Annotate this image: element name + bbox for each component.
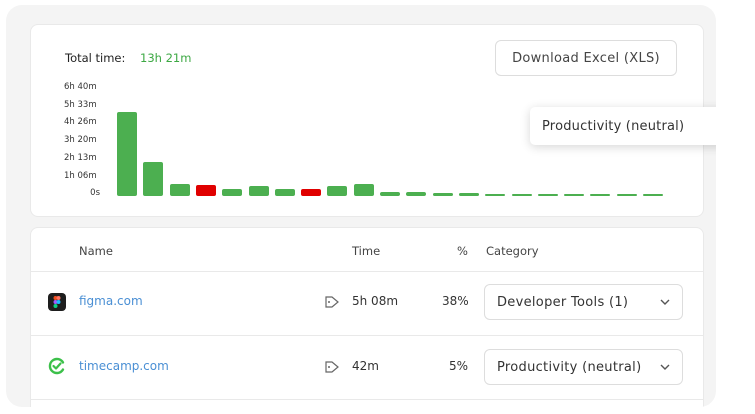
- download-excel-button[interactable]: Download Excel (XLS): [495, 40, 677, 76]
- chart-bar[interactable]: [248, 186, 269, 196]
- chart-bar[interactable]: [511, 194, 532, 196]
- dashboard-panel: Total time: 13h 21m Download Excel (XLS)…: [6, 5, 716, 407]
- chart-bar[interactable]: [274, 189, 295, 196]
- chart-bar[interactable]: [406, 191, 427, 196]
- total-time-value: 13h 21m: [140, 51, 192, 65]
- y-tick-label: 1h 06m: [64, 170, 97, 181]
- chart-bar[interactable]: [301, 189, 322, 196]
- y-tick-label: 4h 26m: [64, 117, 97, 128]
- tag-icon[interactable]: [325, 361, 339, 373]
- site-link[interactable]: timecamp.com: [79, 359, 169, 373]
- category-select-value: Productivity (neutral): [497, 359, 642, 375]
- header-name: Name: [79, 244, 113, 258]
- chevron-down-icon: [660, 299, 670, 305]
- category-tooltip: Productivity (neutral): [530, 107, 716, 145]
- y-tick-label: 5h 33m: [64, 99, 97, 110]
- chart-bar[interactable]: [564, 194, 585, 196]
- chart-bar[interactable]: [643, 194, 663, 196]
- row-divider: [31, 271, 703, 272]
- total-time-label: Total time:: [65, 51, 126, 65]
- header-percent: %: [457, 244, 468, 258]
- time-value: 5h 08m: [352, 294, 399, 308]
- header-category: Category: [486, 244, 539, 258]
- chart-bar[interactable]: [169, 183, 190, 196]
- category-select[interactable]: Productivity (neutral): [484, 349, 683, 385]
- chart-bar[interactable]: [458, 192, 479, 196]
- y-tick-label: 3h 20m: [64, 135, 97, 146]
- row-divider: [31, 335, 703, 336]
- chart-bar[interactable]: [143, 161, 164, 196]
- time-value: 42m: [352, 359, 379, 373]
- timecamp-icon: [48, 357, 65, 375]
- chart-bar[interactable]: [432, 192, 453, 196]
- header-time: Time: [352, 244, 381, 258]
- chart-bar[interactable]: [353, 183, 374, 196]
- chart-bar[interactable]: [380, 191, 400, 196]
- tag-icon[interactable]: [325, 296, 339, 308]
- site-link[interactable]: figma.com: [79, 294, 143, 308]
- row-divider: [31, 399, 703, 400]
- chart-bar[interactable]: [195, 185, 216, 196]
- chart-bar[interactable]: [327, 186, 348, 196]
- y-tick-label: 2h 13m: [64, 152, 97, 163]
- chevron-down-icon: [660, 364, 670, 370]
- y-tick-label: 0s: [90, 188, 100, 199]
- chart-bar[interactable]: [117, 112, 137, 196]
- chart-bar[interactable]: [222, 189, 243, 196]
- chart-bar[interactable]: [537, 194, 558, 196]
- chart-bar[interactable]: [590, 194, 611, 196]
- chart-bar[interactable]: [485, 193, 506, 196]
- figma-icon: [48, 293, 66, 311]
- chart-bar[interactable]: [616, 194, 637, 196]
- category-select-value: Developer Tools (1): [497, 294, 629, 310]
- category-select[interactable]: Developer Tools (1): [484, 284, 683, 320]
- y-tick-label: 6h 40m: [64, 82, 97, 92]
- percent-value: 5%: [449, 359, 469, 373]
- percent-value: 38%: [442, 294, 469, 308]
